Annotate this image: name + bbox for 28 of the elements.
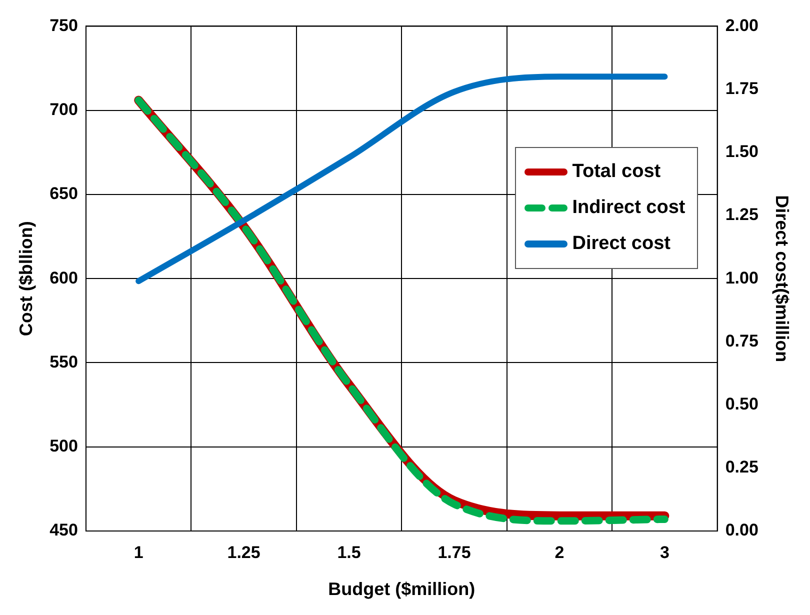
x-axis-title: Budget ($million) (328, 579, 476, 600)
y2-tick-label: 0.75 (725, 331, 758, 350)
y2-tick-label: 1.25 (725, 205, 758, 224)
legend-label: Direct cost (572, 233, 670, 256)
x-tick-label: 1.25 (227, 542, 260, 562)
y2-tick-label: 1.50 (725, 142, 758, 162)
x-tick-label: 1.75 (438, 542, 471, 562)
y-tick-label: 700 (50, 100, 78, 120)
y-tick-label: 450 (50, 520, 78, 540)
y-tick-label: 750 (50, 16, 78, 35)
y2-axis-title: Direct cost($million (772, 195, 792, 362)
x-tick-label: 1.5 (337, 542, 361, 562)
y2-tick-label: 1.00 (725, 268, 758, 288)
x-tick-label: 3 (660, 542, 670, 562)
x-tick-label: 1 (134, 542, 144, 562)
y-axis-title: Cost ($bllion) (16, 221, 36, 336)
y-tick-label: 500 (50, 436, 78, 456)
y-tick-label: 650 (50, 184, 78, 204)
y-tick-label: 550 (50, 352, 78, 372)
y2-tick-label: 0.50 (725, 394, 758, 414)
x-tick-label: 2 (554, 542, 564, 562)
y2-tick-label: 1.75 (725, 78, 758, 98)
y2-tick-label: 0.25 (725, 458, 758, 477)
legend-label: Indirect cost (572, 197, 686, 220)
y2-tick-label: 2.00 (725, 16, 758, 35)
y-tick-label: 600 (50, 268, 78, 288)
y2-tick-label: 0.00 (725, 520, 758, 540)
legend-label: Total cost (572, 161, 661, 184)
